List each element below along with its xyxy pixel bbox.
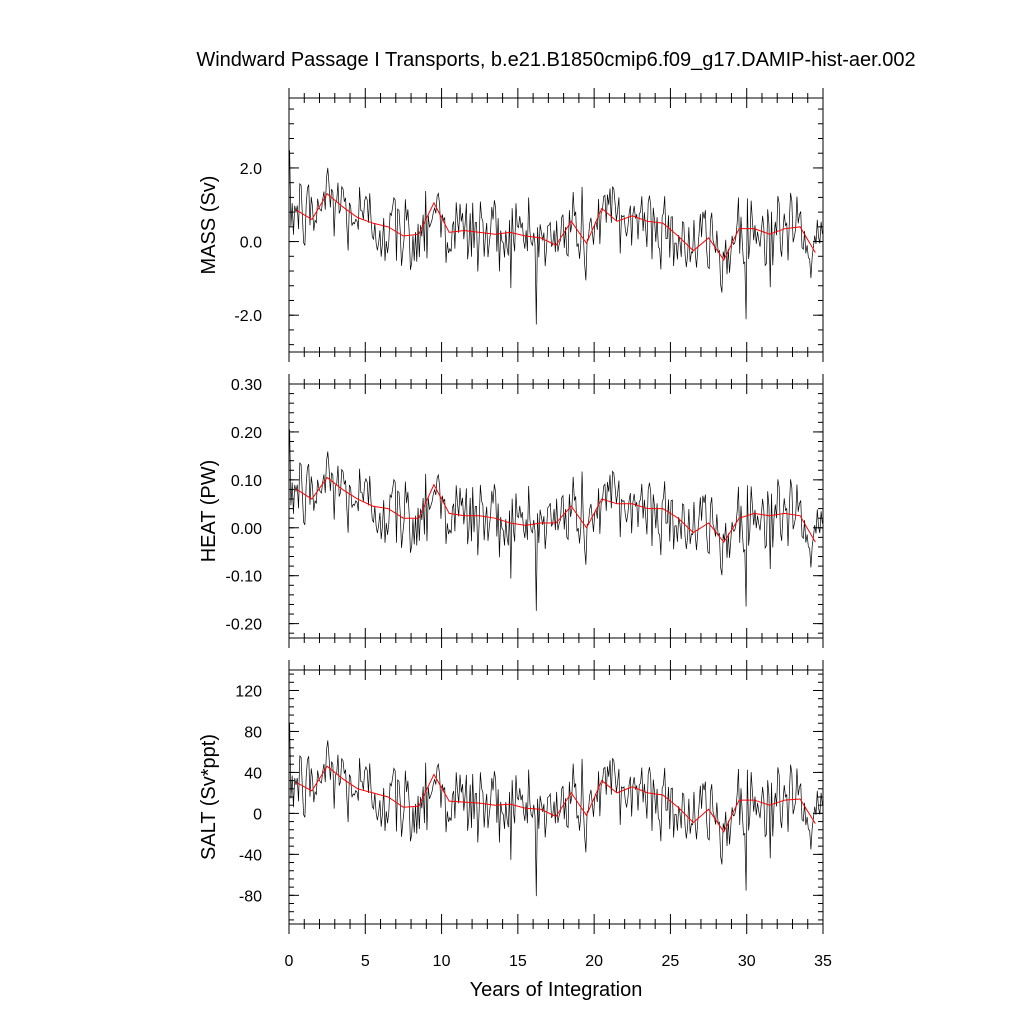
- panel-1: -2.0 0.0 2.0 MASS (Sv): [198, 88, 824, 362]
- y-tick-label: 0.20: [231, 425, 262, 442]
- annual-mean-line: [296, 192, 816, 261]
- y-tick-label: -0.20: [226, 617, 263, 634]
- y-tick-label: -80: [239, 888, 262, 905]
- panels-layer: -2.0 0.0 2.0 MASS (Sv) -0.20 -0.10 0.00 0.10 0.2…: [198, 88, 832, 970]
- y-tick-label: 120: [235, 683, 262, 700]
- monthly-series-line: [289, 150, 823, 325]
- y-axis-label: HEAT (PW): [198, 460, 220, 563]
- x-tick-label: 30: [738, 953, 756, 970]
- y-tick-label: 40: [244, 765, 262, 782]
- y-axis-label: MASS (Sv): [198, 176, 220, 275]
- y-tick-label: 0.00: [231, 521, 262, 538]
- annual-mean-line: [296, 765, 816, 833]
- x-tick-label: 25: [662, 953, 680, 970]
- x-axis-label: Years of Integration: [470, 979, 643, 1001]
- chart-title: Windward Passage I Transports, b.e21.B18…: [196, 49, 915, 71]
- monthly-series-line: [289, 722, 823, 897]
- x-tick-label: 10: [433, 953, 451, 970]
- x-tick-label: 5: [361, 953, 370, 970]
- y-tick-label: 2.0: [240, 161, 262, 178]
- y-tick-label: -2.0: [234, 308, 262, 325]
- monthly-series-line: [289, 429, 823, 611]
- y-tick-label: -40: [239, 847, 262, 864]
- panel-2: -0.20 -0.10 0.00 0.10 0.20 0.30 HEAT (PW): [198, 374, 824, 648]
- y-tick-label: 0.30: [231, 377, 262, 394]
- panel-3: -80 -40 0 40 80 120 SALT (Sv*ppt) 0 5 10 15 20 25 30 3…: [198, 660, 832, 970]
- x-tick-label: 35: [814, 953, 832, 970]
- y-axis-label: SALT (Sv*ppt): [198, 734, 220, 860]
- y-tick-label: 80: [244, 724, 262, 741]
- y-tick-label: 0: [253, 806, 262, 823]
- y-tick-label: 0.0: [240, 235, 262, 252]
- y-tick-label: -0.10: [226, 569, 263, 586]
- x-tick-label: 15: [509, 953, 527, 970]
- y-tick-label: 0.10: [231, 473, 262, 490]
- x-tick-label: 0: [285, 953, 294, 970]
- plot-frame: [288, 97, 824, 353]
- x-tick-label: 20: [585, 953, 603, 970]
- annual-mean-line: [296, 476, 816, 544]
- plot-frame: [288, 669, 824, 925]
- plot-frame: [288, 383, 824, 639]
